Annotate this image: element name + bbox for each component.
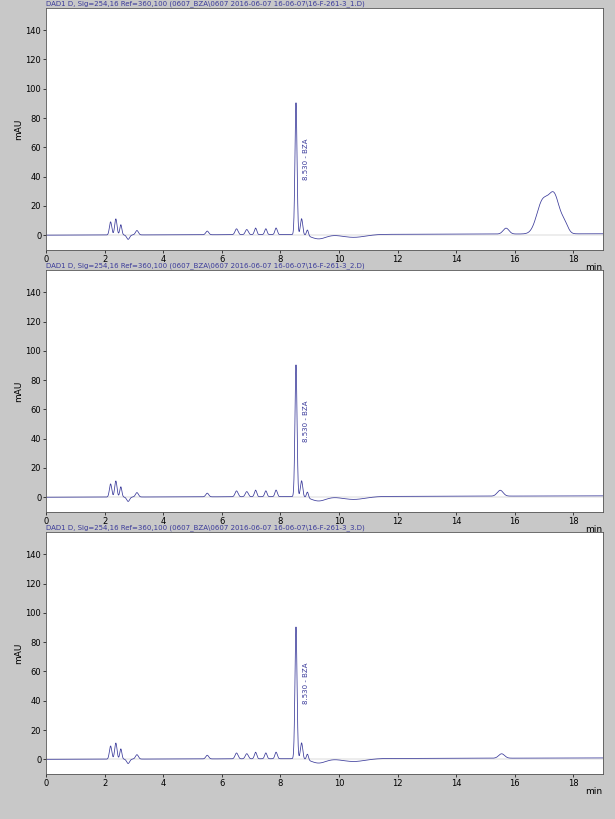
- Text: 8.530 - BZA: 8.530 - BZA: [303, 400, 309, 442]
- Text: DAD1 D, Sig=254,16 Ref=360,100 (0607_BZA\0607 2016-06-07 16-06-07\16-F-261-3_1.D: DAD1 D, Sig=254,16 Ref=360,100 (0607_BZA…: [46, 1, 365, 7]
- Text: 8.530 - BZA: 8.530 - BZA: [303, 663, 309, 704]
- Y-axis label: mAU: mAU: [14, 380, 23, 402]
- Text: 8.530 - BZA: 8.530 - BZA: [303, 138, 309, 180]
- Text: min: min: [585, 525, 603, 534]
- Text: DAD1 D, Sig=254,16 Ref=360,100 (0607_BZA\0607 2016-06-07 16-06-07\16-F-261-3_2.D: DAD1 D, Sig=254,16 Ref=360,100 (0607_BZA…: [46, 263, 365, 269]
- Text: min: min: [585, 263, 603, 272]
- Y-axis label: mAU: mAU: [14, 118, 23, 140]
- Text: DAD1 D, Sig=254,16 Ref=360,100 (0607_BZA\0607 2016-06-07 16-06-07\16-F-261-3_3.D: DAD1 D, Sig=254,16 Ref=360,100 (0607_BZA…: [46, 525, 365, 532]
- Y-axis label: mAU: mAU: [14, 642, 23, 664]
- Text: min: min: [585, 787, 603, 796]
